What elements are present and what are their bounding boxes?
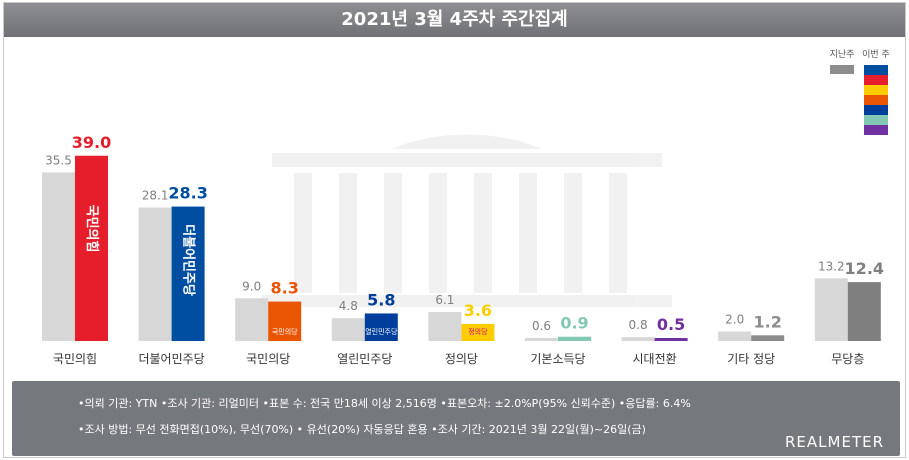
- bar-this-week: [847, 282, 881, 341]
- value-label-this-week: 12.4: [845, 259, 884, 278]
- legend-swatch-this-week: [864, 115, 888, 125]
- value-label-this-week: 28.3: [168, 184, 207, 203]
- bar-this-week: [751, 335, 785, 341]
- value-label-last-week: 4.8: [339, 299, 358, 313]
- value-label-this-week: 0.5: [657, 315, 685, 334]
- legend-last-week-label: 지난주: [830, 49, 855, 60]
- party-logo-text: 국민의당: [272, 327, 298, 336]
- value-label-this-week: 3.6: [464, 301, 492, 320]
- bar-this-week: [654, 338, 688, 341]
- legend-swatch-this-week: [864, 75, 888, 85]
- watermark-base: [262, 295, 672, 307]
- value-label-this-week: 0.9: [560, 314, 588, 333]
- category-label: 국민의당: [246, 352, 290, 366]
- party-logo-text: 열린민주당: [365, 327, 398, 336]
- survey-info-line-2: •조사 방법: 무선 전화면접(10%), 무선(70%) • 유선(20%) …: [78, 423, 646, 436]
- party-logo-text: 더불어민주당: [181, 224, 197, 296]
- assembly-watermark: [262, 134, 672, 307]
- value-label-this-week: 8.3: [271, 279, 299, 298]
- category-label: 정의당: [445, 352, 478, 366]
- header-bar: 2021년 3월 4주차 주간집계: [4, 3, 905, 37]
- legend: 지난주 이번 주: [830, 49, 890, 135]
- value-label-this-week: 1.2: [754, 312, 782, 331]
- category-label: 시대전환: [633, 352, 677, 366]
- watermark-column: [474, 173, 492, 293]
- chart-frame: 2021년 3월 4주차 주간집계 35.5 39.0 국민의힘 국민의힘 28.1 28…: [3, 2, 906, 458]
- category-label: 국민의힘: [53, 352, 97, 366]
- bar-last-week: [525, 338, 558, 341]
- watermark-column: [609, 173, 627, 293]
- category-label: 더불어민주당: [138, 352, 204, 366]
- legend-swatch-this-week: [864, 65, 888, 75]
- value-label-last-week: 9.0: [242, 279, 261, 293]
- bar-this-week: [268, 301, 302, 341]
- value-label-this-week: 39.0: [72, 133, 111, 152]
- bar-last-week: [235, 298, 269, 341]
- value-label-last-week: 0.6: [532, 319, 551, 333]
- watermark-column: [564, 173, 582, 293]
- bar-this-week: [364, 313, 398, 341]
- value-label-last-week: 28.1: [142, 189, 169, 203]
- category-label: 기타 정당: [727, 352, 775, 366]
- watermark-column: [339, 173, 357, 293]
- party-logo-text: 정의당: [468, 327, 488, 336]
- bar-last-week: [138, 207, 172, 341]
- value-label-last-week: 13.2: [818, 259, 845, 273]
- watermark-roof: [272, 153, 662, 167]
- legend-swatch-this-week: [864, 95, 888, 105]
- chart-title: 2021년 3월 4주차 주간집계: [341, 9, 568, 30]
- legend-swatch-this-week: [864, 105, 888, 115]
- bar-last-week: [814, 278, 848, 341]
- bar-this-week: [75, 155, 108, 341]
- survey-info-box: •의뢰 기관: YTN •조사 기관: 리얼미터 •표본 수: 전국 만18세 …: [12, 381, 900, 456]
- legend-this-week-label: 이번 주: [862, 49, 890, 60]
- bar-this-week: [171, 206, 205, 341]
- legend-swatch-this-week: [864, 125, 888, 135]
- realmeter-logo: REALMETER: [785, 433, 884, 451]
- legend-swatch-last-week: [830, 65, 854, 74]
- category-label: 기본소득당: [530, 352, 585, 366]
- bar-this-week: [461, 323, 495, 341]
- legend-swatch-this-week: [864, 85, 888, 95]
- bar-last-week: [621, 337, 655, 341]
- watermark-column: [429, 173, 447, 293]
- value-label-last-week: 2.0: [725, 313, 744, 327]
- category-label: 무당층: [831, 352, 864, 366]
- watermark-dome: [392, 134, 542, 149]
- party-logo-text: 국민의힘: [84, 205, 100, 253]
- watermark-column: [519, 173, 537, 293]
- value-label-last-week: 6.1: [435, 293, 454, 307]
- watermark-column: [384, 173, 402, 293]
- bar-last-week: [331, 318, 365, 341]
- bar-this-week: [558, 336, 591, 341]
- value-label-last-week: 0.8: [629, 318, 648, 332]
- value-label-this-week: 5.8: [367, 290, 395, 309]
- watermark-column: [294, 173, 312, 293]
- value-label-last-week: 35.5: [45, 153, 72, 167]
- bar-last-week: [718, 331, 752, 341]
- category-label: 열린민주당: [337, 352, 392, 366]
- bar-last-week: [428, 312, 462, 341]
- survey-info-line-1: •의뢰 기관: YTN •조사 기관: 리얼미터 •표본 수: 전국 만18세 …: [78, 397, 691, 410]
- bar-last-week: [42, 172, 75, 341]
